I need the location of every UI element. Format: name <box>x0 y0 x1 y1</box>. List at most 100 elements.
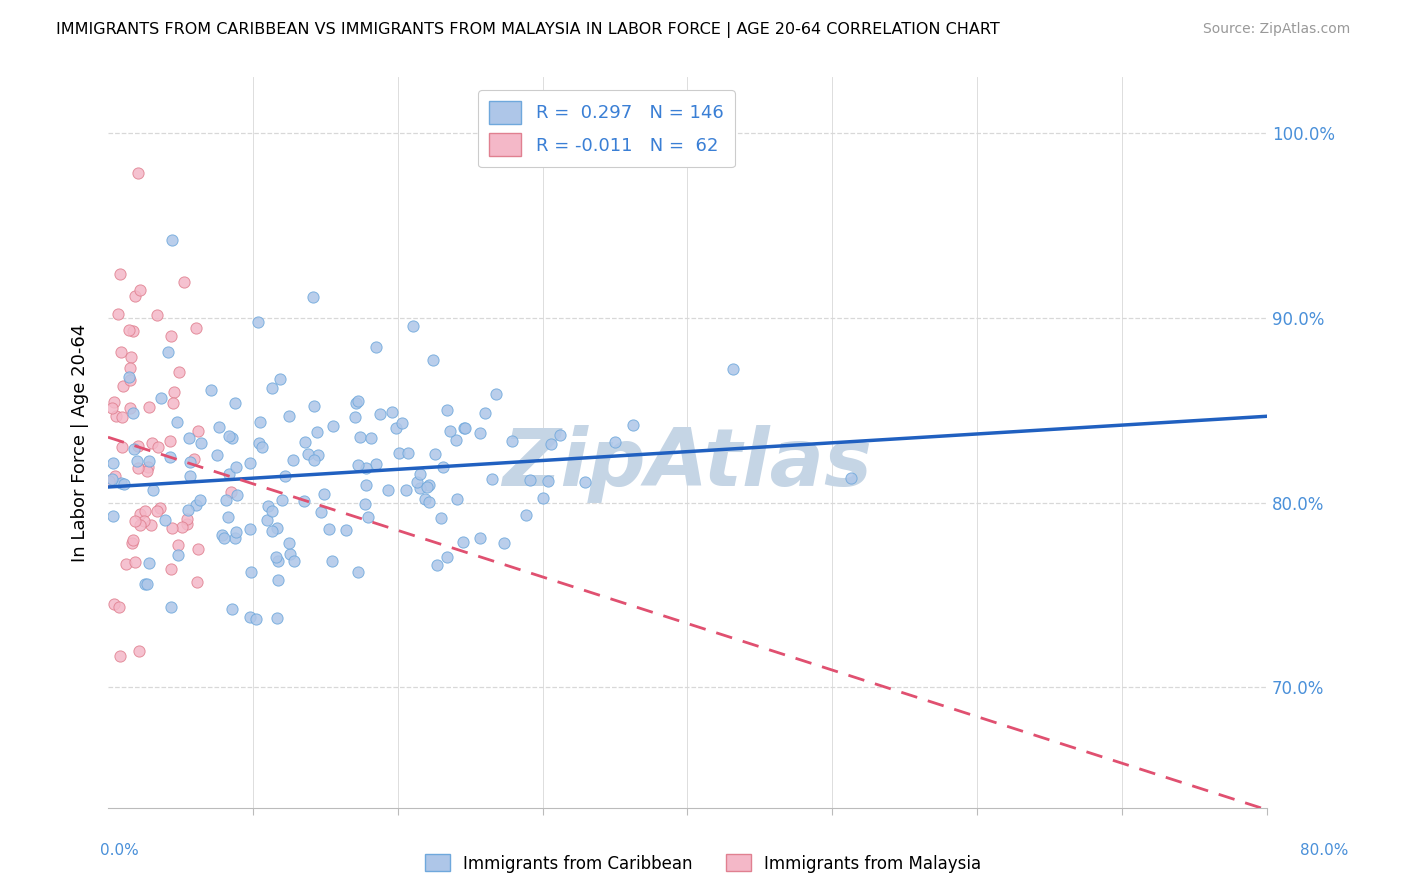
Point <box>269 372 291 386</box>
Point <box>239 456 262 470</box>
Point <box>283 554 305 568</box>
Y-axis label: In Labor Force | Age 20-64: In Labor Force | Age 20-64 <box>72 324 89 562</box>
Point <box>605 434 627 449</box>
Point <box>381 405 404 419</box>
Point <box>146 309 169 323</box>
Point <box>138 460 160 475</box>
Point <box>177 503 200 517</box>
Point <box>101 401 124 415</box>
Point <box>217 510 239 524</box>
Point <box>548 428 571 442</box>
Point <box>183 452 205 467</box>
Point <box>112 477 135 491</box>
Point <box>294 434 316 449</box>
Point <box>215 493 238 508</box>
Point <box>104 469 127 483</box>
Point <box>166 415 188 429</box>
Point <box>124 555 146 569</box>
Point <box>146 503 169 517</box>
Point <box>481 472 503 486</box>
Point <box>225 459 247 474</box>
Point <box>501 434 523 448</box>
Point <box>266 611 288 625</box>
Point <box>138 556 160 570</box>
Point <box>138 454 160 468</box>
Point <box>364 457 387 471</box>
Point <box>347 394 370 409</box>
Point <box>146 440 169 454</box>
Point <box>205 448 228 462</box>
Point <box>260 504 283 518</box>
Point <box>115 557 138 571</box>
Text: Source: ZipAtlas.com: Source: ZipAtlas.com <box>1202 22 1350 37</box>
Point <box>385 421 408 435</box>
Point <box>142 483 165 497</box>
Point <box>129 284 152 298</box>
Point <box>128 518 150 533</box>
Point <box>537 475 560 489</box>
Point <box>159 434 181 449</box>
Point <box>446 491 468 506</box>
Point <box>391 416 413 430</box>
Point <box>162 396 184 410</box>
Point <box>172 520 194 534</box>
Point <box>335 523 357 537</box>
Point <box>485 387 508 401</box>
Point <box>160 562 183 576</box>
Point <box>302 452 325 467</box>
Point <box>492 536 515 550</box>
Point <box>321 554 343 568</box>
Point <box>179 455 201 469</box>
Point <box>141 436 163 450</box>
Point <box>103 597 125 611</box>
Point <box>101 472 124 486</box>
Point <box>160 521 183 535</box>
Point <box>188 492 211 507</box>
Point <box>245 612 267 626</box>
Point <box>429 511 451 525</box>
Point <box>454 420 477 434</box>
Point <box>211 528 233 542</box>
Point <box>141 518 163 533</box>
Point <box>278 547 301 561</box>
Legend: Immigrants from Caribbean, Immigrants from Malaysia: Immigrants from Caribbean, Immigrants fr… <box>418 847 988 880</box>
Point <box>163 385 186 400</box>
Point <box>224 531 246 545</box>
Point <box>267 554 290 568</box>
Point <box>110 345 132 359</box>
Point <box>357 509 380 524</box>
Point <box>262 524 284 538</box>
Point <box>515 508 537 522</box>
Point <box>127 166 149 180</box>
Text: 0.0%: 0.0% <box>100 843 139 858</box>
Point <box>107 307 129 321</box>
Point <box>187 424 209 438</box>
Point <box>470 531 492 545</box>
Point <box>226 488 249 502</box>
Point <box>187 542 209 557</box>
Point <box>406 475 429 489</box>
Point <box>120 350 142 364</box>
Point <box>451 534 474 549</box>
Point <box>138 400 160 414</box>
Point <box>127 454 149 468</box>
Point <box>366 340 388 354</box>
Point <box>531 491 554 505</box>
Point <box>127 439 149 453</box>
Point <box>239 522 262 536</box>
Text: ZipAtlas: ZipAtlas <box>502 425 872 503</box>
Point <box>354 460 377 475</box>
Point <box>322 419 344 434</box>
Point <box>111 441 134 455</box>
Point <box>118 370 141 384</box>
Point <box>409 467 432 481</box>
Point <box>267 574 290 588</box>
Point <box>418 495 440 509</box>
Point <box>274 468 297 483</box>
Point <box>218 467 240 481</box>
Point <box>120 361 142 376</box>
Point <box>111 410 134 425</box>
Point <box>312 487 335 501</box>
Point <box>423 447 446 461</box>
Point <box>179 431 201 445</box>
